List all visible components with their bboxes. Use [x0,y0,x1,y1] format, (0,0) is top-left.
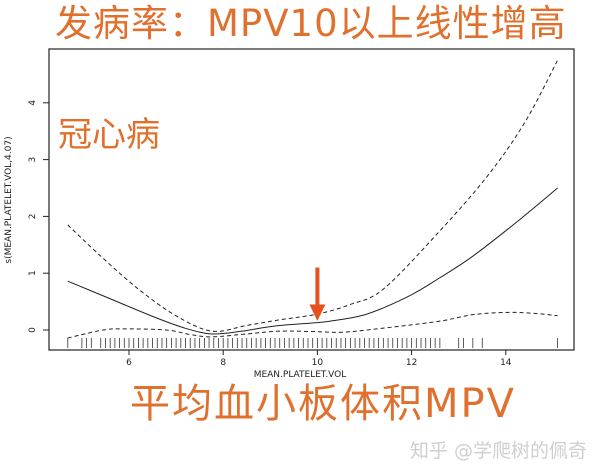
y-tick-label: 3 [28,157,38,163]
y-tick-label: 0 [28,327,38,333]
arrow-marker [309,267,326,321]
y-tick-label: 2 [28,214,38,220]
y-tick-label: 1 [28,270,38,276]
watermark: 知乎 @学爬树的佩奇 [410,440,588,462]
y-tick-label: 4 [28,100,38,106]
x-tick-label: 8 [220,358,226,368]
smooth-estimate-line [67,187,558,335]
plot-frame [48,48,575,351]
x-tick-label: 14 [500,358,512,368]
overlay-title: 发病率：MPV10以上线性增高 [55,2,567,45]
arrow-head [309,304,326,321]
upper-ci-line [67,59,559,332]
y-axis-label: s(MEAN.PLATELET.VOL,4.07) [4,136,14,263]
overlay-x-label: 平均血小板体积MPV [130,381,516,427]
x-tick-label: 10 [312,358,324,368]
x-tick-label: 12 [406,358,417,368]
overlay-disease-label: 冠心病 [58,115,160,155]
x-axis-label: MEAN.PLATELET.VOL [254,370,347,380]
lower-ci-line [67,311,558,339]
x-tick-label: 6 [126,358,132,368]
